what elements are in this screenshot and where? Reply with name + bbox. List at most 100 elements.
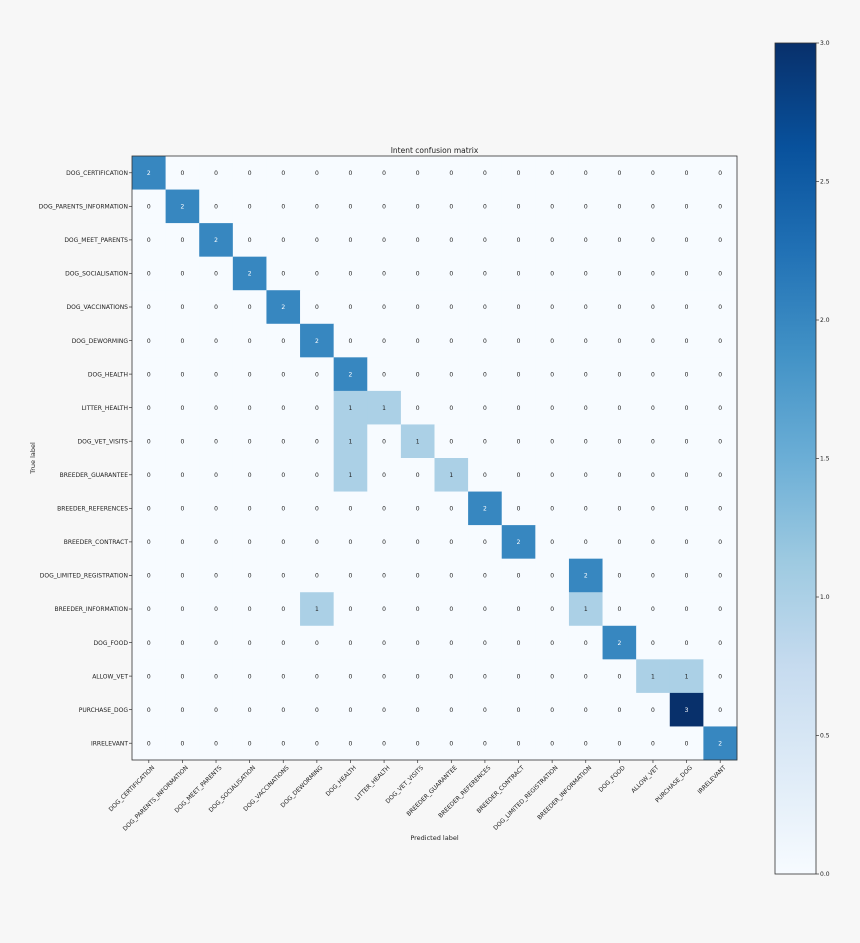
heatmap-cell (300, 223, 334, 257)
heatmap-cell (165, 525, 200, 559)
heatmap-cell (367, 189, 402, 224)
cell-value: 1 (315, 606, 319, 613)
cell-value: 0 (181, 606, 185, 613)
heatmap-cell (468, 357, 503, 392)
heatmap-cell (400, 659, 435, 694)
cell-value: 0 (651, 338, 655, 345)
heatmap-cell (132, 156, 166, 190)
cell-value: 0 (517, 438, 521, 445)
cell-value: 0 (517, 640, 521, 647)
heatmap-cell (468, 525, 503, 559)
heatmap-cell (367, 223, 402, 257)
heatmap-cell (669, 558, 704, 593)
heatmap-cell (232, 256, 267, 291)
cell-value: 0 (584, 271, 588, 278)
cell-value: 0 (517, 707, 521, 714)
cell-value: 0 (416, 371, 420, 378)
cell-value: 0 (416, 539, 420, 546)
cell-value: 0 (483, 338, 487, 345)
heatmap-cell (367, 390, 402, 425)
y-tick-label: DOG_HEALTH (88, 371, 128, 378)
cell-value: 0 (214, 371, 218, 378)
heatmap-cell (400, 156, 435, 190)
cell-value: 0 (248, 304, 252, 311)
cell-value: 0 (651, 204, 655, 211)
heatmap-cell (703, 390, 738, 425)
cell-value: 0 (550, 405, 554, 412)
cell-value: 0 (584, 237, 588, 244)
heatmap-cell (199, 458, 234, 492)
cell-value: 1 (349, 472, 353, 479)
cell-value: 0 (449, 237, 453, 244)
heatmap-cell (434, 726, 469, 761)
cell-value: 0 (147, 673, 151, 680)
cell-value: 0 (281, 338, 285, 345)
colorbar-tick-label: 0.5 (820, 733, 830, 740)
heatmap-cells (132, 156, 738, 761)
cell-value: 0 (685, 606, 689, 613)
heatmap-cell (199, 592, 234, 627)
heatmap-cell (602, 424, 637, 459)
heatmap-cell (232, 592, 267, 627)
heatmap-cell (132, 726, 166, 761)
heatmap-cell (266, 256, 301, 291)
heatmap-cell (669, 323, 704, 358)
cell-value: 0 (550, 304, 554, 311)
cell-value: 2 (181, 204, 185, 211)
cell-value: 0 (483, 707, 487, 714)
heatmap-cell (602, 625, 637, 660)
cell-value: 0 (718, 606, 722, 613)
heatmap-cell (636, 223, 671, 257)
heatmap-cell (602, 726, 637, 761)
plot-frame (131, 155, 738, 761)
heatmap-cell (568, 156, 603, 190)
heatmap-cell (602, 491, 637, 526)
cell-value: 0 (147, 371, 151, 378)
cell-value: 0 (416, 606, 420, 613)
cell-value: 0 (281, 573, 285, 580)
heatmap-cell (434, 156, 469, 190)
heatmap-cell (434, 357, 469, 392)
cell-value: 0 (449, 405, 453, 412)
heatmap-cell (300, 491, 334, 526)
cell-value: 0 (315, 438, 319, 445)
heatmap-cell (199, 357, 234, 392)
heatmap-cell (333, 692, 368, 727)
x-tick-label: DOG_LIMITED_REGISTRATION (492, 764, 559, 831)
cell-value: 0 (550, 506, 554, 513)
cell-value: 0 (315, 707, 319, 714)
heatmap-cell (199, 189, 234, 224)
cell-value: 0 (315, 539, 319, 546)
cell-value: 0 (181, 640, 185, 647)
cell-value: 0 (617, 204, 621, 211)
heatmap-cell (501, 290, 536, 325)
cell-value: 0 (584, 640, 588, 647)
cell-value: 0 (449, 338, 453, 345)
cell-value: 0 (281, 673, 285, 680)
colorbar-tick-label: 2.0 (820, 317, 830, 324)
cell-value: 0 (685, 405, 689, 412)
cell-value: 0 (685, 271, 689, 278)
cell-value: 0 (416, 472, 420, 479)
cell-value: 0 (248, 371, 252, 378)
cell-value: 0 (315, 271, 319, 278)
cell-value: 0 (315, 740, 319, 747)
heatmap-cell (669, 726, 704, 761)
heatmap-cell (703, 223, 738, 257)
cell-value: 2 (281, 304, 285, 311)
heatmap-cell (602, 357, 637, 392)
heatmap-cell (367, 625, 402, 660)
cell-value: 0 (483, 539, 487, 546)
heatmap-cell (568, 458, 603, 492)
heatmap-cell (501, 458, 536, 492)
cell-value: 0 (248, 573, 252, 580)
cell-value: 0 (248, 740, 252, 747)
heatmap-cell (434, 290, 469, 325)
cell-value: 0 (617, 472, 621, 479)
cell-value: 0 (181, 405, 185, 412)
heatmap-cell (602, 659, 637, 694)
y-tick-label: DOG_FOOD (93, 640, 128, 647)
cell-value: 0 (181, 304, 185, 311)
cell-value: 0 (617, 606, 621, 613)
cell-value: 0 (382, 371, 386, 378)
